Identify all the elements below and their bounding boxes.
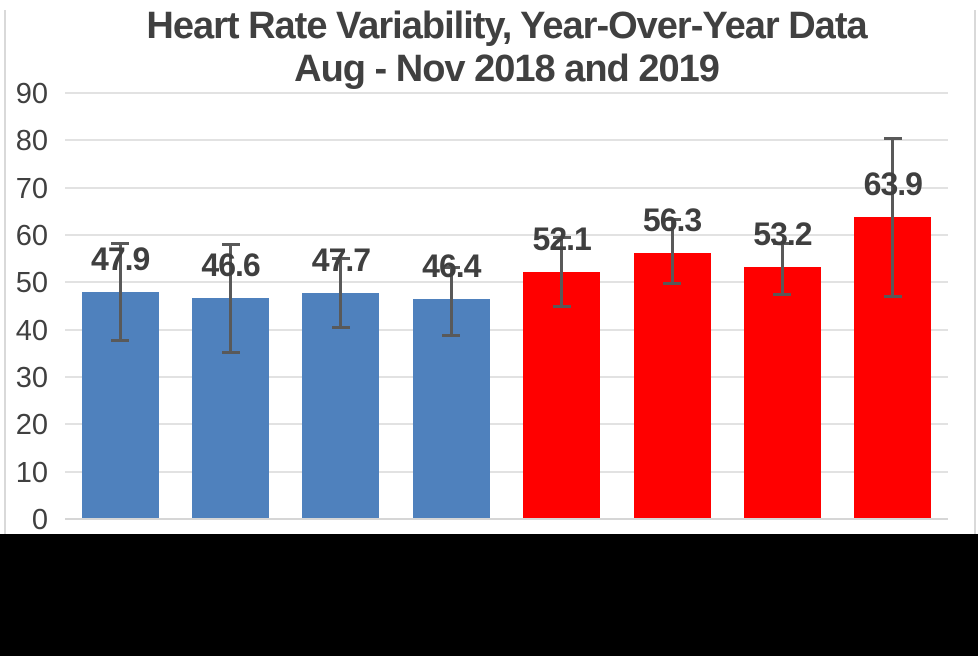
chart-title-line1: Heart Rate Variability, Year-Over-Year D… — [146, 5, 867, 47]
page-left-border — [4, 10, 6, 534]
error-bar-line — [780, 243, 784, 295]
error-bar-cap-bottom — [883, 294, 902, 298]
data-label: 46.6 — [201, 247, 260, 284]
error-bar-line — [891, 138, 895, 296]
error-bar-line — [229, 244, 233, 352]
gridline — [65, 234, 948, 236]
data-label: 46.4 — [422, 248, 481, 285]
error-bar-cap-bottom — [773, 293, 792, 297]
error-bar-line — [118, 243, 122, 340]
error-bar-cap-top — [663, 218, 682, 222]
error-bar-cap-bottom — [663, 282, 682, 286]
data-label: 52.1 — [532, 221, 592, 258]
error-bar-cap-bottom — [221, 350, 240, 354]
error-bar-cap-top — [552, 235, 571, 239]
plot-area: 0 10 20 30 40 50 60 70 80 90 47.9 46.6 47.7 46.4 52.1 5… — [15, 78, 948, 536]
page-right-border — [974, 10, 976, 534]
error-bar-line — [670, 219, 674, 284]
y-axis-tick-label: 50 — [15, 267, 48, 300]
error-bar-cap-bottom — [331, 325, 350, 329]
y-axis-tick-label: 10 — [15, 456, 48, 489]
gridline — [65, 328, 948, 331]
bottom-black-bar — [0, 534, 978, 656]
y-axis-tick-label: 80 — [15, 125, 48, 158]
y-axis-tick-label: 60 — [15, 220, 48, 252]
gridline — [65, 139, 948, 142]
y-axis-tick-label: 0 — [31, 504, 48, 536]
error-bar-cap-top — [442, 266, 461, 270]
bar-2019-2[interactable] — [633, 252, 711, 519]
y-axis-tick-label: 30 — [15, 362, 48, 394]
data-label: 47.7 — [311, 242, 371, 279]
data-label: 53.2 — [753, 216, 812, 253]
bar-2019-1[interactable] — [523, 272, 601, 519]
error-bar-cap-top — [111, 242, 130, 246]
data-label: 63.9 — [863, 165, 923, 202]
gridline — [65, 376, 948, 378]
data-label: 47.9 — [91, 241, 150, 278]
gridline — [65, 281, 948, 284]
bar-2019-3[interactable] — [743, 267, 821, 519]
chart-title-line2: Aug - Nov 2018 and 2019 — [294, 48, 720, 90]
y-axis-tick-label: 40 — [15, 314, 48, 347]
gridline — [65, 92, 948, 94]
error-bar-cap-bottom — [442, 333, 461, 337]
y-axis-tick-label: 20 — [15, 409, 48, 442]
error-bar-cap-top — [331, 257, 350, 261]
error-bar-line — [560, 236, 564, 306]
gridline — [65, 186, 948, 189]
x-axis-line — [65, 518, 948, 520]
chart-title: Heart Rate Variability, Year-Over-Year D… — [65, 5, 948, 91]
error-bar-line — [449, 267, 453, 335]
error-bar-line — [339, 258, 343, 327]
gridline — [65, 470, 948, 473]
y-axis-tick-label: 90 — [15, 78, 48, 110]
data-label: 56.3 — [642, 201, 702, 238]
error-bar-cap-top — [773, 242, 792, 246]
bar-2018-3[interactable] — [302, 293, 380, 519]
error-bar-cap-top — [221, 243, 240, 247]
error-bar-cap-top — [883, 137, 902, 141]
y-axis-tick-label: 70 — [15, 172, 48, 205]
gridline — [65, 423, 948, 426]
error-bar-cap-bottom — [111, 338, 130, 342]
error-bar-cap-bottom — [552, 304, 571, 308]
